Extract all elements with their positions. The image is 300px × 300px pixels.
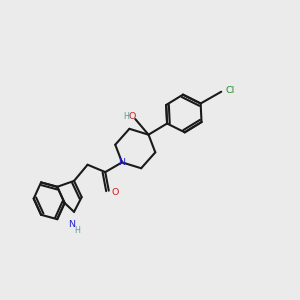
Text: N: N xyxy=(68,220,75,229)
Text: N: N xyxy=(118,158,125,167)
Text: H: H xyxy=(75,226,80,235)
Text: H: H xyxy=(123,112,129,121)
Text: O: O xyxy=(112,188,119,197)
Text: Cl: Cl xyxy=(226,86,235,95)
Text: O: O xyxy=(129,112,136,121)
